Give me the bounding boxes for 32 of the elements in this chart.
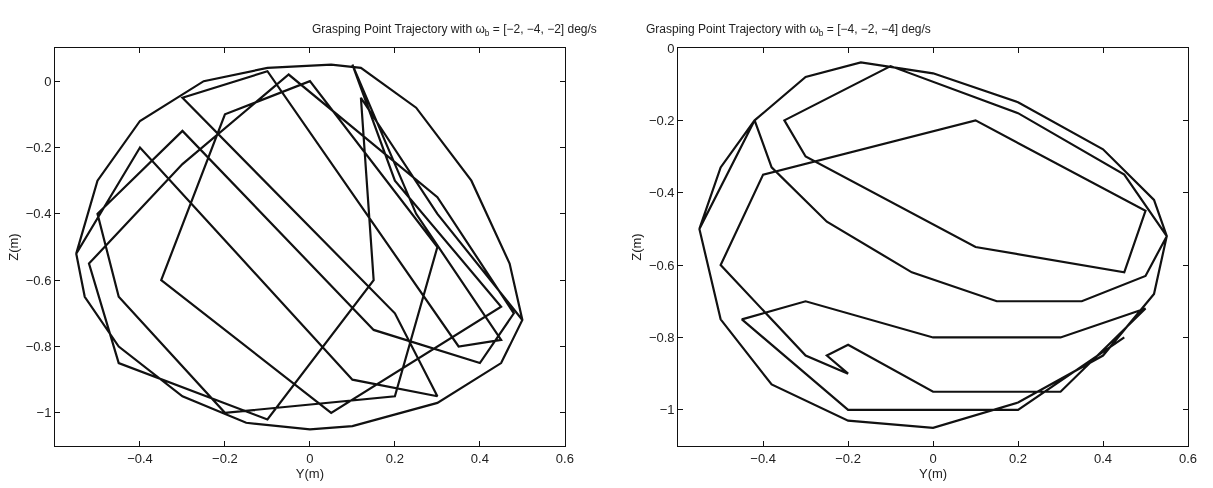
line-series xyxy=(698,61,1168,430)
y-tick-label: 0 xyxy=(44,73,52,89)
y-tick-label: −0.8 xyxy=(25,339,52,355)
x-tick-label: 0.2 xyxy=(1009,450,1028,466)
y-tick-label: −0.6 xyxy=(25,272,52,288)
y-tick-label: −0.8 xyxy=(648,330,675,345)
x-tick-label: −0.4 xyxy=(127,450,153,466)
x-tick-label: −0.2 xyxy=(835,450,861,466)
y-tick-label: −1 xyxy=(659,402,675,418)
y-tick-label: −0.6 xyxy=(648,257,675,273)
x-tick-label: −0.4 xyxy=(750,450,776,466)
x-tick-label: −0.2 xyxy=(212,450,238,466)
y-tick-label: 0 xyxy=(667,40,675,56)
x-tick-label: 0.6 xyxy=(555,450,574,466)
y-tick-label: −0.2 xyxy=(25,140,52,156)
x-tick-label: 0.2 xyxy=(385,450,404,466)
x-tick-label: 0.4 xyxy=(470,450,489,466)
line-series xyxy=(75,63,524,431)
y-tick-label: −0.2 xyxy=(648,112,675,128)
y-tick-label: −0.4 xyxy=(25,206,52,222)
x-tick-label: 0 xyxy=(306,450,314,466)
chart-title: Grasping Point Trajectory with ω$_{b}$ = [−4, −2, −4] deg/s xyxy=(646,22,931,38)
x-tick-label: 0.6 xyxy=(1178,450,1198,466)
x-axis-title: Y(m) xyxy=(918,465,948,481)
y-axis-title: Z(m) xyxy=(628,233,644,261)
x-axis-title: Y(m) xyxy=(295,465,325,481)
x-tick-label: 0.4 xyxy=(1093,450,1113,466)
y-tick-label: −1 xyxy=(36,405,52,421)
y-axis-title: Z(m) xyxy=(5,233,21,261)
y-tick-label: −0.4 xyxy=(648,185,675,201)
chart-title: Grasping Point Trajectory with ω$_{b}$ = [−2, −4, −2] deg/s xyxy=(312,22,597,38)
x-tick-label: 0 xyxy=(929,450,937,466)
